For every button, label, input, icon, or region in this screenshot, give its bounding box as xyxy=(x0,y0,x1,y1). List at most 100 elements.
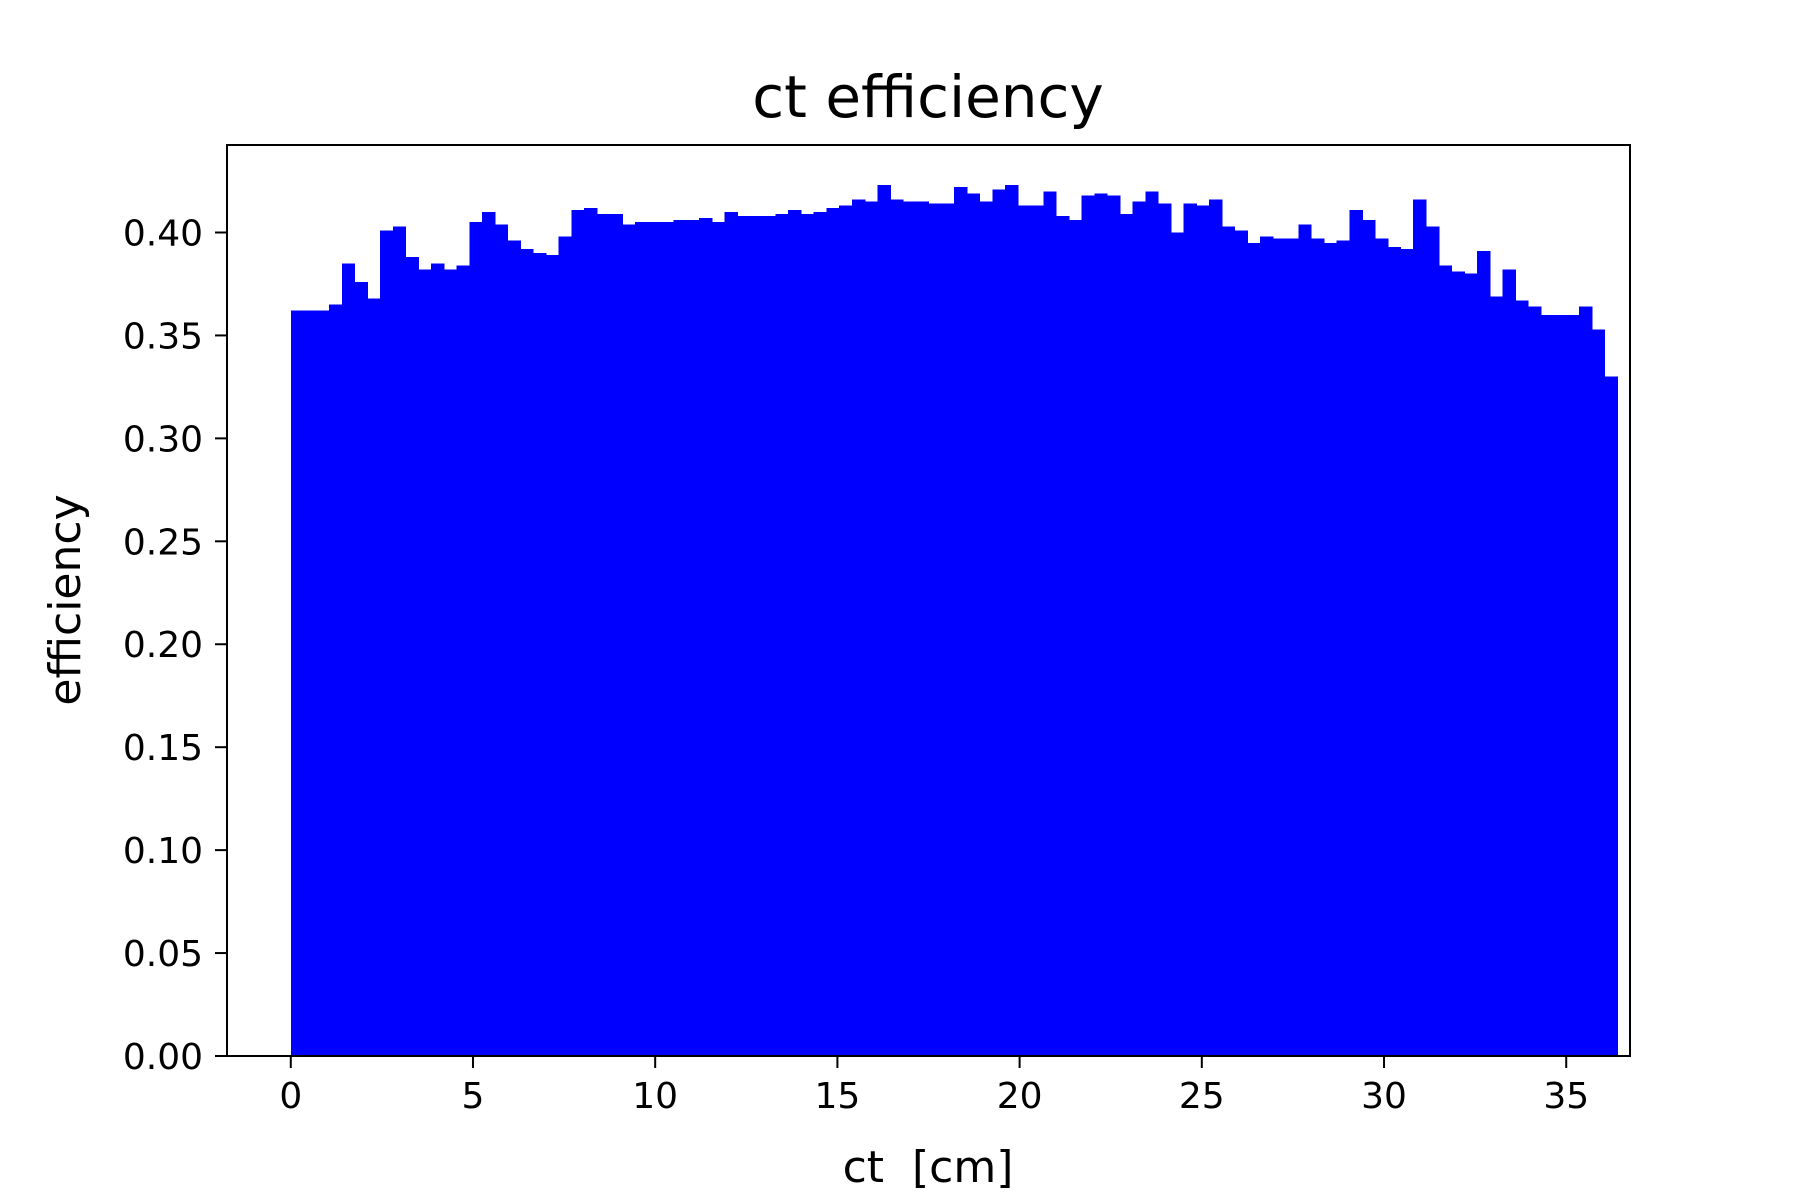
histogram-bar xyxy=(1005,185,1019,1057)
histogram-bar xyxy=(813,211,828,1056)
histogram-bar xyxy=(686,220,700,1056)
histogram-bar xyxy=(1438,265,1453,1057)
histogram-bar xyxy=(316,310,330,1056)
histogram-bar xyxy=(762,216,777,1057)
histogram-bar xyxy=(1030,205,1044,1056)
histogram-bar xyxy=(1413,199,1427,1056)
histogram-bar xyxy=(1094,193,1108,1056)
histogram-bar xyxy=(405,257,419,1056)
histogram-bar xyxy=(482,211,496,1056)
x-axis-label: ct [cm] xyxy=(843,1142,1014,1193)
y-tick-label: 0.10 xyxy=(123,831,203,872)
chart-title: ct efficiency xyxy=(752,63,1103,131)
histogram-bar xyxy=(456,265,470,1057)
histogram-bar xyxy=(354,281,368,1056)
histogram-bar xyxy=(877,185,891,1057)
y-tick-label: 0.30 xyxy=(123,419,203,460)
histogram-bar xyxy=(1336,240,1350,1057)
histogram-bar xyxy=(1374,238,1389,1056)
histogram-bar xyxy=(1107,195,1121,1056)
x-tick-label: 5 xyxy=(462,1076,485,1117)
histogram-bar xyxy=(749,216,764,1057)
histogram-bar xyxy=(839,205,853,1056)
x-tick-label: 20 xyxy=(997,1076,1043,1117)
histogram-bar xyxy=(635,222,649,1057)
histogram-bar xyxy=(1221,226,1236,1056)
histogram-bar xyxy=(392,226,407,1056)
histogram-bar xyxy=(1260,236,1274,1056)
histogram-bar xyxy=(660,222,675,1057)
histogram-bar xyxy=(1527,306,1542,1056)
histogram-bar xyxy=(329,304,343,1056)
histogram-bar xyxy=(1349,209,1363,1057)
histogram-bar xyxy=(1566,314,1580,1057)
y-axis: 0.00 0.05 0.10 0.15 0.20 0.25 0.30 0.35 0.40 xyxy=(123,213,227,1078)
histogram-bar xyxy=(851,199,866,1056)
histogram-bar xyxy=(1540,314,1555,1057)
histogram-bar xyxy=(1476,251,1491,1056)
histogram-bar xyxy=(1553,314,1567,1057)
histogram-bar xyxy=(1081,195,1095,1056)
y-tick-label: 0.05 xyxy=(123,934,203,975)
bars xyxy=(290,185,1618,1057)
x-tick-label: 30 xyxy=(1361,1076,1407,1117)
x-tick-label: 10 xyxy=(632,1076,678,1117)
plot-frame xyxy=(226,144,1631,1057)
histogram-bar xyxy=(1145,191,1159,1057)
histogram-bar xyxy=(954,187,968,1056)
histogram-bar xyxy=(1158,203,1172,1057)
histogram-bar xyxy=(341,263,356,1056)
histogram-bar xyxy=(1502,269,1516,1056)
histogram-bar xyxy=(941,203,955,1057)
histogram-bar xyxy=(928,203,942,1057)
histogram-bar xyxy=(290,310,305,1056)
y-tick-label: 0.25 xyxy=(123,522,203,563)
histogram-bar xyxy=(1043,191,1057,1057)
histogram-bar xyxy=(1323,242,1338,1056)
histogram-bar xyxy=(1578,306,1593,1056)
histogram-bar xyxy=(915,201,930,1056)
histogram-bar xyxy=(647,222,662,1057)
histogram-bar xyxy=(992,189,1006,1056)
y-axis-label: efficiency xyxy=(40,494,91,705)
histogram-bar xyxy=(698,218,713,1056)
histogram-bar xyxy=(1196,205,1210,1056)
histogram-bar xyxy=(1056,216,1070,1057)
histogram-bar xyxy=(1362,220,1376,1056)
histogram-bar xyxy=(711,222,726,1057)
histogram-bar xyxy=(966,193,981,1056)
histogram-bar xyxy=(1068,220,1083,1056)
histogram-bar xyxy=(1604,376,1618,1056)
histogram-bar xyxy=(800,213,815,1056)
histogram-bar xyxy=(1183,203,1197,1057)
histogram-bar xyxy=(1298,224,1312,1056)
histogram-bar xyxy=(979,201,993,1056)
histogram-bar xyxy=(1489,296,1504,1057)
histogram-bar xyxy=(571,209,585,1057)
histogram-bar xyxy=(1119,213,1134,1056)
y-tick-label: 0.20 xyxy=(123,625,203,666)
x-tick-label: 35 xyxy=(1543,1076,1589,1117)
histogram-bar xyxy=(1387,246,1402,1057)
histogram-bar xyxy=(494,224,509,1056)
histogram-bar xyxy=(520,248,534,1056)
histogram-bar xyxy=(418,269,432,1056)
y-tick-label: 0.35 xyxy=(123,316,203,357)
histogram-bar xyxy=(1425,226,1440,1056)
histogram-bar xyxy=(431,263,445,1056)
histogram-bar xyxy=(584,207,598,1056)
histogram-bar xyxy=(902,201,917,1056)
histogram-bar xyxy=(380,230,394,1056)
histogram-bar xyxy=(1247,242,1261,1056)
histogram-bar xyxy=(890,199,904,1056)
histogram-bar xyxy=(507,240,521,1057)
histogram-bar xyxy=(303,310,317,1056)
histogram-bar xyxy=(737,216,751,1057)
histogram-bar xyxy=(367,298,381,1056)
histogram-bar xyxy=(826,207,840,1056)
x-axis: 0 5 10 15 20 25 30 35 xyxy=(279,1056,1589,1117)
x-tick-label: 25 xyxy=(1179,1076,1225,1117)
y-tick-label: 0.15 xyxy=(123,728,203,769)
x-tick-label: 0 xyxy=(279,1076,302,1117)
histogram-bar xyxy=(469,222,483,1057)
